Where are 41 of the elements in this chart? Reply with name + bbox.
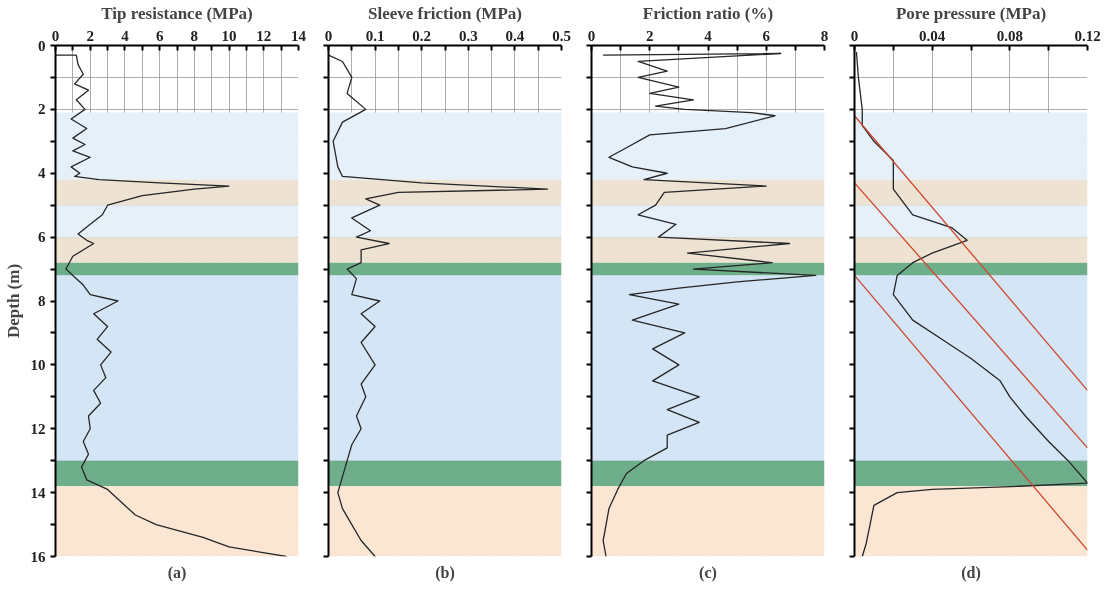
x-axis-title: Pore pressure (MPa) — [895, 3, 1047, 23]
y-tick-label: 16 — [30, 548, 46, 565]
y-axis-title: Depth (m) — [3, 263, 23, 339]
x-tick-label: 0.1 — [365, 27, 385, 44]
x-tick-label: 0 — [587, 27, 596, 44]
x-tick-label: 4 — [121, 27, 130, 44]
x-tick-label: 0.3 — [458, 27, 478, 44]
x-tick-label: 0 — [51, 27, 60, 44]
x-tick-label: 2 — [646, 27, 654, 44]
y-tick-label: 14 — [30, 484, 46, 501]
x-tick-label: 4 — [704, 27, 713, 44]
x-tick-label: 6 — [762, 27, 771, 44]
x-tick-label: 8 — [820, 27, 829, 44]
x-tick-label: 0 — [324, 27, 333, 44]
y-tick-label: 8 — [38, 293, 46, 309]
text: (c) — [699, 563, 717, 582]
x-tick-label: 0.08 — [996, 27, 1023, 44]
x-tick-label: 0 — [850, 27, 859, 44]
text: (a) — [167, 563, 187, 582]
x-axis-title: Tip resistance (MPa) — [101, 3, 253, 23]
x-axis-title: Sleeve friction (MPa) — [368, 3, 522, 23]
x-tick-label: 0.2 — [412, 27, 432, 44]
y-tick-label: 6 — [38, 229, 46, 246]
x-tick-label: 10 — [221, 27, 237, 44]
text: (d) — [961, 563, 981, 582]
line-series — [55, 54, 287, 557]
x-tick-label: 14 — [291, 27, 307, 44]
y-tick-label: 12 — [30, 420, 46, 437]
x-tick-label: 8 — [190, 27, 199, 44]
x-tick-label: 0.12 — [1074, 27, 1101, 44]
x-tick-label: 12 — [256, 27, 272, 44]
text: (b) — [435, 563, 455, 582]
x-tick-label: 0.5 — [552, 27, 571, 44]
x-tick-label: 2 — [86, 27, 94, 44]
y-tick-label: 4 — [38, 165, 46, 182]
y-tick-label: 2 — [38, 101, 46, 118]
x-tick-label: 0.4 — [505, 27, 525, 44]
x-tick-label: 6 — [155, 27, 164, 44]
y-tick-label: 10 — [30, 356, 46, 373]
x-tick-label: 0.04 — [919, 27, 946, 44]
x-axis-title: Friction ratio (%) — [642, 3, 774, 23]
